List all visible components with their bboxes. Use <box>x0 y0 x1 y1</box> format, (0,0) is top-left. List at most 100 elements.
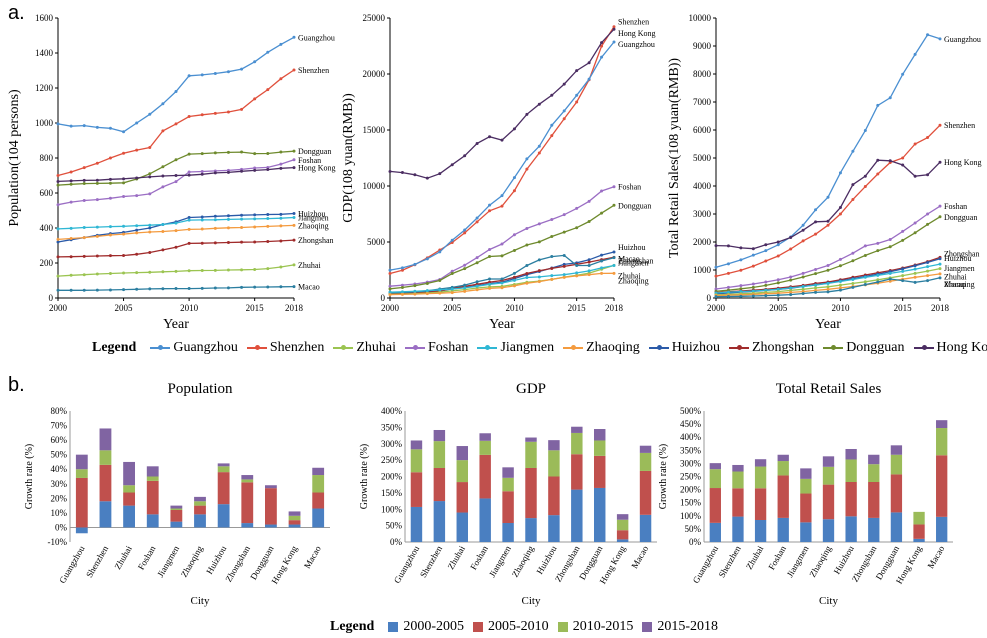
data-point <box>600 211 604 215</box>
y-axis-title: Growth rate (%) <box>658 444 669 510</box>
data-point <box>938 272 942 276</box>
data-point <box>174 158 178 162</box>
bar-segment-2015-2018 <box>99 428 112 451</box>
data-point <box>213 151 217 155</box>
bar-segment-2000-2005 <box>732 516 744 542</box>
series-end-label: Macao <box>618 255 640 264</box>
data-point <box>926 265 930 269</box>
bar-segment-2000-2005 <box>479 498 491 542</box>
data-point <box>69 288 73 292</box>
bar-segment-2010-2015 <box>456 460 468 483</box>
data-point <box>826 223 830 227</box>
data-point <box>56 237 60 241</box>
data-point <box>56 122 60 126</box>
data-point <box>913 275 917 279</box>
data-point <box>714 265 718 269</box>
data-point <box>500 254 504 258</box>
data-point <box>187 227 191 231</box>
data-point <box>253 166 257 170</box>
y-tick-label: 1600 <box>35 13 54 23</box>
data-point <box>200 172 204 176</box>
data-point <box>438 291 442 295</box>
bar-segment-2005-2010 <box>410 472 423 507</box>
bar-segment-2005-2010 <box>777 475 789 518</box>
series-end-label: Foshan <box>618 183 641 192</box>
bar-chart-total-retail-sales: Total Retail Sales 0% 50% 100% 150% 200% 250% 3… <box>658 381 953 607</box>
data-point <box>789 293 793 297</box>
data-point <box>888 277 892 281</box>
series-end-label: Zhaoqing <box>618 276 649 285</box>
bar-segment-2005-2010 <box>890 474 903 513</box>
data-point <box>226 226 230 230</box>
series-line-guangzhou <box>57 36 295 133</box>
data-point <box>851 183 855 187</box>
category-label: Zhuhai <box>112 544 134 572</box>
data-point <box>279 239 283 243</box>
data-point <box>450 238 454 242</box>
bar-segment-2010-2015 <box>502 477 514 492</box>
data-point <box>200 269 204 273</box>
bar-segment-2005-2010 <box>194 505 206 515</box>
data-point <box>213 218 217 222</box>
y-tick-label: 1400 <box>35 48 54 58</box>
y-tick-label: 600 <box>40 188 54 198</box>
bar-segment-2015-2018 <box>845 448 857 460</box>
data-point <box>739 268 743 272</box>
data-point <box>213 241 217 245</box>
data-point <box>400 283 404 287</box>
data-point <box>512 275 516 279</box>
data-point <box>726 294 730 298</box>
data-point <box>938 204 942 208</box>
data-point <box>500 194 504 198</box>
data-point <box>135 271 139 275</box>
data-point <box>525 243 529 247</box>
data-point <box>135 287 139 291</box>
data-point <box>863 185 867 189</box>
bar-segment-2005-2010 <box>265 488 277 525</box>
bar-segment-2005-2010 <box>571 454 583 490</box>
series-end-label: Huizhou <box>298 209 326 218</box>
data-point <box>537 269 541 273</box>
data-point <box>292 216 296 219</box>
bar-segment-2015-2018 <box>217 463 230 467</box>
data-point <box>863 244 867 248</box>
data-point <box>789 247 793 251</box>
data-point <box>122 181 126 185</box>
series-end-label: Hong Kong <box>298 164 336 173</box>
data-point <box>69 200 73 204</box>
data-point <box>500 277 504 281</box>
data-point <box>69 170 73 174</box>
data-point <box>279 265 283 269</box>
data-point <box>801 228 805 232</box>
bar-segment-2010-2015 <box>241 479 254 483</box>
data-point <box>292 223 296 227</box>
data-point <box>108 288 112 292</box>
data-point <box>279 150 283 154</box>
data-point <box>148 146 152 149</box>
data-point <box>279 216 283 220</box>
y-axis-title: Growth rate (%) <box>359 444 370 510</box>
y-tick-label: 1000 <box>693 265 712 275</box>
data-point <box>187 74 191 78</box>
data-point <box>876 103 880 107</box>
bar-segment-2000-2005 <box>123 505 135 528</box>
data-point <box>612 203 616 207</box>
data-point <box>600 259 604 263</box>
y-tick-label: 4000 <box>693 181 712 191</box>
y-axis-title: GDP(108 yuan(RMB)) <box>341 93 356 223</box>
legend-label: Huizhou <box>671 340 720 355</box>
panel-b-label: b. <box>8 374 25 396</box>
data-point <box>240 285 244 289</box>
y-tick-label: 50% <box>51 450 68 460</box>
data-point <box>475 288 479 292</box>
data-point <box>575 264 579 268</box>
category-label: Macao <box>926 544 947 571</box>
series-line-guangzhou <box>389 41 615 271</box>
data-point <box>739 284 743 288</box>
data-point <box>279 285 283 289</box>
bar-segment-2015-2018 <box>75 454 88 470</box>
data-point <box>95 161 99 165</box>
data-point <box>135 231 139 235</box>
bar-segment-2005-2010 <box>217 472 230 505</box>
bar-segment-2005-2010 <box>241 482 254 524</box>
